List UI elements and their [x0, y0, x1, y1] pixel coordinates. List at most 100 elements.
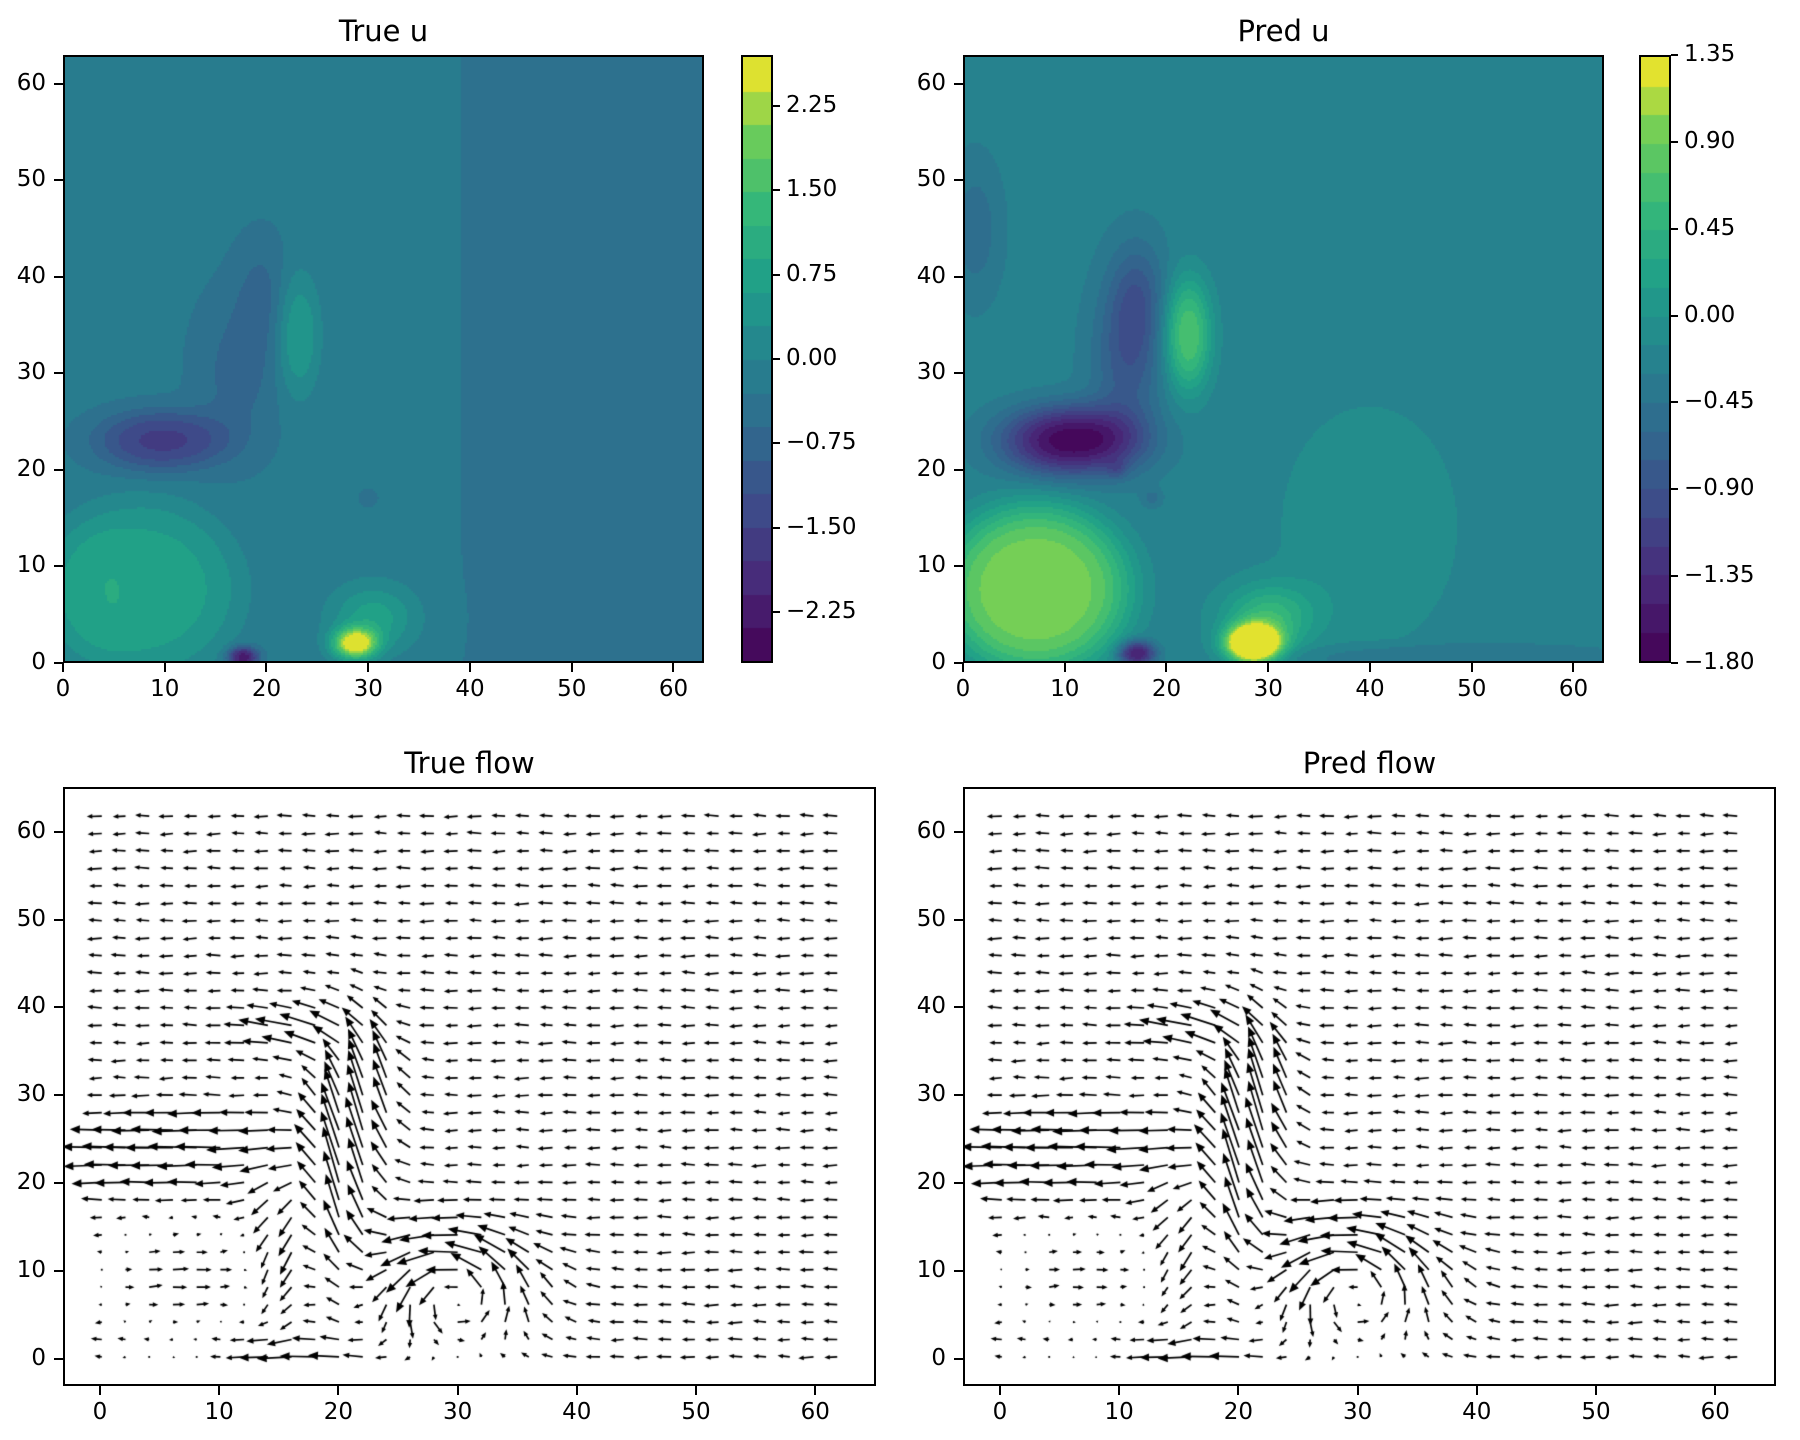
x-tick-mark — [1572, 663, 1575, 672]
y-tick-label: 30 — [916, 1081, 946, 1108]
y-tick-mark — [954, 1006, 963, 1009]
colorbar-tick-mark — [773, 358, 780, 360]
x-tick-mark — [1237, 1386, 1240, 1395]
colorbar-tick-label: −0.45 — [1684, 388, 1755, 415]
y-tick-mark — [954, 82, 963, 85]
colorbar-tick-mark — [1671, 314, 1678, 317]
true-flow-quiver-canvas — [65, 789, 874, 1384]
x-tick-label: 50 — [557, 676, 587, 702]
x-tick-mark — [998, 1386, 1001, 1395]
x-tick-mark — [1470, 663, 1473, 672]
y-tick-label: 0 — [931, 649, 946, 675]
x-tick-label: 50 — [681, 1399, 711, 1425]
x-tick-label: 20 — [1223, 1399, 1253, 1425]
x-tick-mark — [1165, 663, 1168, 672]
pred-u-title: Pred u — [1237, 14, 1330, 48]
x-tick-mark — [367, 663, 370, 672]
y-tick-label: 60 — [16, 817, 46, 844]
pred-flow-quiver-canvas — [965, 789, 1774, 1384]
x-tick-label: 10 — [150, 676, 180, 702]
x-tick-mark — [1475, 1386, 1478, 1395]
x-tick-label: 0 — [955, 676, 971, 702]
x-tick-label: 30 — [1253, 676, 1283, 702]
x-tick-label: 50 — [1581, 1399, 1611, 1425]
colorbar-tick-label: 1.50 — [786, 176, 838, 203]
x-tick-mark — [1356, 1386, 1359, 1395]
x-tick-mark — [575, 1386, 578, 1395]
y-tick-label: 40 — [916, 262, 946, 289]
y-tick-label: 30 — [916, 359, 946, 386]
x-tick-mark — [1368, 663, 1371, 672]
x-tick-mark — [1063, 663, 1066, 672]
y-tick-mark — [954, 468, 963, 471]
x-tick-mark — [694, 1386, 697, 1395]
y-tick-label: 30 — [16, 359, 46, 386]
x-tick-label: 30 — [442, 1399, 473, 1425]
colorbar-tick-label: −2.25 — [786, 598, 857, 625]
y-tick-mark — [954, 372, 963, 375]
y-tick-label: 10 — [16, 552, 46, 579]
x-tick-label: 20 — [1151, 676, 1182, 702]
y-tick-label: 60 — [916, 69, 946, 96]
pred-u-contour-canvas — [965, 57, 1602, 661]
colorbar-tick-label: −1.35 — [1684, 562, 1755, 589]
colorbar-tick-mark — [1671, 488, 1678, 491]
true-u-colorbar — [741, 55, 773, 663]
x-tick-label: 60 — [658, 676, 689, 702]
x-tick-mark — [98, 1386, 101, 1395]
x-tick-mark — [218, 1386, 221, 1395]
x-tick-mark — [1118, 1386, 1121, 1395]
colorbar-tick-label: −0.75 — [786, 429, 857, 456]
y-tick-label: 10 — [916, 552, 946, 579]
true-u-axes — [63, 55, 704, 663]
y-tick-mark — [954, 1094, 963, 1097]
pred-u-colorbar — [1639, 55, 1671, 663]
colorbar-tick-mark — [773, 442, 780, 445]
colorbar-tick-mark — [773, 104, 780, 107]
y-tick-label: 50 — [916, 905, 946, 932]
y-tick-label: 30 — [16, 1081, 46, 1108]
x-tick-mark — [1267, 663, 1270, 672]
y-tick-label: 10 — [16, 1256, 46, 1283]
y-tick-label: 50 — [916, 166, 946, 193]
y-tick-mark — [954, 179, 963, 182]
x-tick-label: 60 — [1558, 676, 1589, 702]
x-tick-label: 20 — [251, 676, 282, 702]
colorbar-tick-label: −1.50 — [786, 513, 857, 540]
x-tick-label: 0 — [92, 1399, 108, 1425]
true-u-colorbar-canvas — [743, 57, 771, 661]
x-tick-mark — [456, 1386, 459, 1395]
y-tick-mark — [54, 1094, 63, 1097]
colorbar-tick-label: 0.90 — [1684, 127, 1736, 154]
y-tick-label: 40 — [916, 993, 946, 1020]
y-tick-mark — [954, 1269, 963, 1272]
y-tick-mark — [954, 1357, 963, 1360]
x-tick-mark — [1714, 1386, 1717, 1395]
pred-flow-axes — [963, 787, 1776, 1386]
colorbar-tick-mark — [1671, 140, 1678, 143]
colorbar-tick-mark — [1671, 575, 1678, 578]
y-tick-mark — [54, 1006, 63, 1009]
x-tick-label: 30 — [1342, 1399, 1373, 1425]
y-tick-mark — [954, 565, 963, 568]
y-tick-label: 0 — [31, 1344, 46, 1371]
x-tick-label: 0 — [55, 676, 71, 702]
x-tick-mark — [672, 663, 675, 672]
y-tick-mark — [54, 662, 63, 664]
colorbar-tick-label: −1.80 — [1684, 649, 1755, 675]
y-tick-mark — [954, 918, 963, 921]
y-tick-label: 20 — [16, 1169, 46, 1196]
pred-u-colorbar-canvas — [1641, 57, 1669, 661]
colorbar-tick-mark — [1671, 401, 1678, 404]
y-tick-label: 20 — [916, 455, 946, 482]
y-tick-label: 10 — [916, 1256, 946, 1283]
colorbar-tick-mark — [1671, 227, 1678, 230]
x-tick-label: 0 — [992, 1399, 1008, 1425]
y-tick-mark — [954, 275, 963, 278]
x-tick-label: 60 — [1700, 1399, 1730, 1425]
colorbar-tick-label: 0.75 — [786, 260, 838, 287]
colorbar-tick-label: 2.25 — [786, 91, 838, 118]
y-tick-mark — [54, 275, 63, 278]
y-tick-label: 50 — [16, 166, 46, 193]
